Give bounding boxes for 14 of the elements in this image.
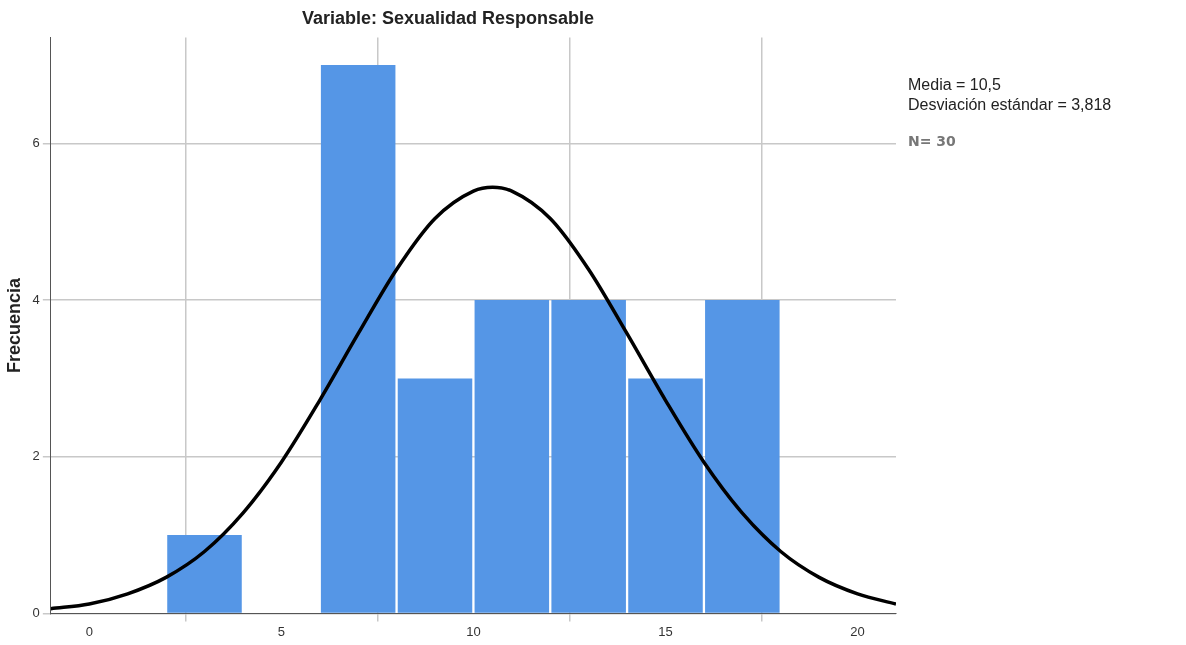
text: Desviación estándar = 3,818 bbox=[908, 96, 1112, 114]
y-tick-label: 2 bbox=[32, 448, 40, 464]
text: N= 30 bbox=[908, 132, 957, 149]
y-tick-label: 4 bbox=[32, 291, 40, 307]
y-tick-label: 0 bbox=[32, 604, 40, 620]
x-tick-label: 5 bbox=[277, 623, 285, 639]
x-tick-label: 0 bbox=[85, 623, 93, 639]
x-tick-label: 10 bbox=[466, 623, 481, 639]
x-tick-label: 15 bbox=[658, 623, 673, 639]
y-tick-label: 6 bbox=[32, 134, 40, 150]
chart-title: Variable: Sexualidad Responsable bbox=[301, 7, 595, 28]
x-tick-label: 20 bbox=[850, 623, 865, 639]
text: Media = 10,5 bbox=[908, 76, 1002, 94]
y-axis-title: Frecuencia bbox=[3, 276, 24, 374]
